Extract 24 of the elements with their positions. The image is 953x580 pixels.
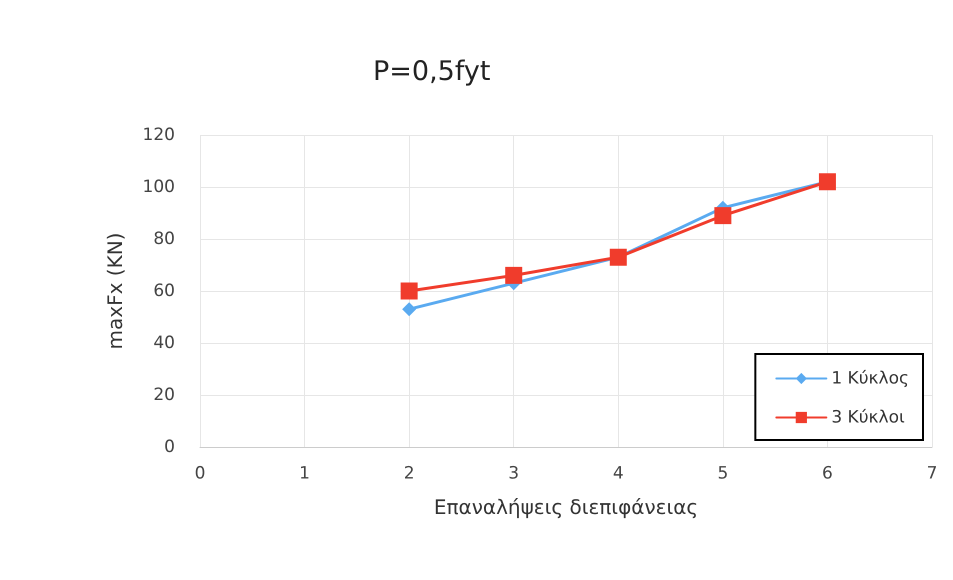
x-tick-label: 4 <box>612 464 624 484</box>
point <box>714 207 732 224</box>
x-tick-label: 5 <box>717 464 728 484</box>
y-tick-label: 60 <box>153 281 175 301</box>
y-tick-label: 20 <box>153 385 175 405</box>
point <box>402 302 416 316</box>
x-tick-label: 6 <box>822 464 833 484</box>
y-tick-label: 120 <box>142 125 175 145</box>
x-tick-label: 0 <box>194 464 206 484</box>
x-tick-label: 7 <box>926 464 938 484</box>
legend-label: 1 Κύκλος <box>831 368 910 388</box>
legend-label: 3 Κύκλοι <box>831 408 906 428</box>
point <box>400 282 418 300</box>
x-tick-label: 2 <box>404 464 415 484</box>
chart-title: P=0,5fyt <box>373 56 490 87</box>
y-axis-title: maxFx (KN) <box>103 232 127 350</box>
y-tick-label: 80 <box>153 229 175 249</box>
x-tick-label: 3 <box>508 464 520 484</box>
y-tick-label: 100 <box>142 177 175 197</box>
y-tick-label: 40 <box>153 333 175 353</box>
y-tick-label: 0 <box>164 437 175 457</box>
x-tick-label: 1 <box>299 464 310 484</box>
point <box>505 266 522 284</box>
x-axis-title: Επαναλήψεις διεπιφάνειας <box>434 495 698 519</box>
